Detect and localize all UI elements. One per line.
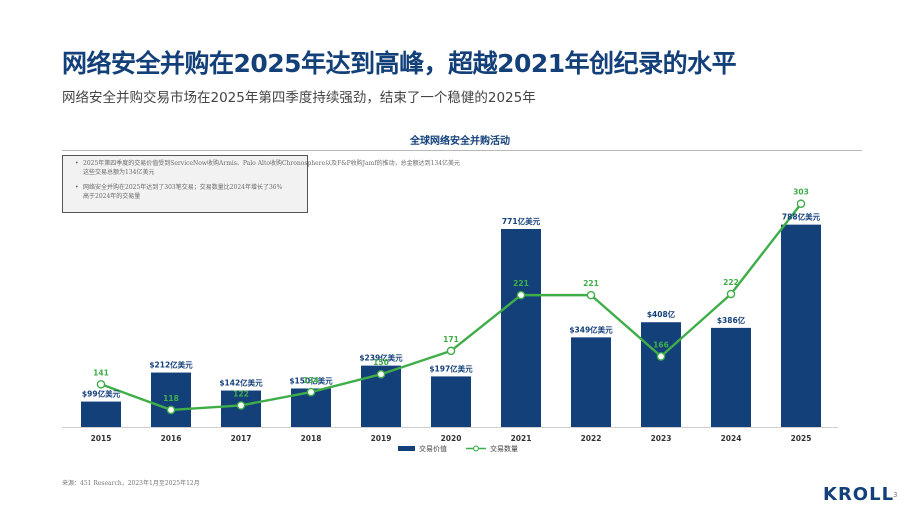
legend-bar-swatch xyxy=(398,446,415,451)
line-label-2022: 221 xyxy=(583,279,599,288)
note-text-continued: 高于2024年的交易量 xyxy=(83,192,141,200)
x-tick-2018: 2018 xyxy=(301,434,322,443)
line-point-2019 xyxy=(376,369,386,379)
bar-label-2018: $150亿美元 xyxy=(289,375,333,385)
bar-2022 xyxy=(571,337,611,427)
line-point-2018 xyxy=(306,387,316,397)
note-text: 网络安全并购在2025年达到了303笔交易；交易数量比2024年增长了36% xyxy=(83,184,283,191)
bar-label-2021: 771亿美元 xyxy=(502,216,541,226)
bar-label-2019: $239亿美元 xyxy=(359,353,403,363)
bar-label-2023: $408亿 xyxy=(647,309,676,319)
note-item: 网络安全并购在2025年达到了303笔交易；交易数量比2024年增长了36% 高… xyxy=(75,184,299,201)
legend: 交易价值 交易数量 xyxy=(398,444,518,453)
page-subtitle: 网络安全并购交易市场在2025年第四季度持续强劲，结束了一个稳健的2025年 xyxy=(62,90,536,106)
line-point-2024 xyxy=(726,289,736,299)
legend-line-label: 交易数量 xyxy=(490,444,518,453)
line-label-2015: 141 xyxy=(93,368,109,377)
legend-bar-label: 交易价值 xyxy=(419,444,447,453)
x-tick-2021: 2021 xyxy=(511,434,532,443)
bar-label-2016: $212亿美元 xyxy=(149,360,193,370)
x-tick-2015: 2015 xyxy=(91,434,112,443)
bar-label-2020: $197亿美元 xyxy=(429,363,473,373)
bar-label-2024: $386亿 xyxy=(717,315,746,325)
bar-2020 xyxy=(431,376,471,427)
bar-2024 xyxy=(711,327,751,427)
bar-label-2022: $349亿美元 xyxy=(569,324,613,334)
chart-title: 全球网络安全并购活动 xyxy=(410,136,510,147)
bar-label-2025: 788亿美元 xyxy=(782,212,821,222)
note-item: 2025年第四季度的交易价值受到ServiceNow收购Armis、Palo A… xyxy=(75,160,461,177)
line-point-2025 xyxy=(796,199,806,209)
note-text-continued: 这些交易总额为134亿美元 xyxy=(83,168,155,176)
line-label-2024: 222 xyxy=(723,278,739,287)
line-label-2019: 150 xyxy=(373,358,389,367)
note-text: 2025年第四季度的交易价值受到ServiceNow收购Armis、Palo A… xyxy=(83,160,461,167)
x-tick-2016: 2016 xyxy=(161,434,182,443)
line-label-2020: 171 xyxy=(443,335,459,344)
x-tick-2022: 2022 xyxy=(581,434,602,443)
chart-title-divider xyxy=(62,150,862,151)
page-title: 网络安全并购在2025年达到高峰，超越2021年创纪录的水平 xyxy=(62,49,737,78)
bar-2023 xyxy=(641,322,681,427)
bar-2015 xyxy=(81,401,121,427)
line-point-2023 xyxy=(656,352,666,361)
x-axis-ticks: 2015 2016 2017 2018 2019 2020 2021 2022 2023 2024… xyxy=(91,434,812,443)
line-label-2017: 122 xyxy=(233,389,249,398)
line-label-2018: 134 xyxy=(303,376,319,385)
line-label-2021: 221 xyxy=(513,279,529,288)
x-tick-2017: 2017 xyxy=(231,434,252,443)
line-series xyxy=(96,199,806,415)
bar-label-2015: $99亿美元 xyxy=(82,389,121,399)
notes-box: 2025年第四季度的交易价值受到ServiceNow收购Armis、Palo A… xyxy=(62,155,461,213)
line-label-2016: 118 xyxy=(163,394,179,403)
line-point-2022 xyxy=(586,290,596,300)
bar-2021 xyxy=(501,229,541,427)
source-note: 来源：451 Research，2023年1月至2025年12月 xyxy=(62,480,200,487)
bar-series xyxy=(81,224,821,427)
line-point-2015 xyxy=(96,379,106,389)
page-number: 3 xyxy=(893,491,898,499)
x-tick-2025: 2025 xyxy=(791,434,812,443)
x-tick-2024: 2024 xyxy=(721,434,742,443)
bar-2025 xyxy=(781,224,821,427)
x-tick-2020: 2020 xyxy=(441,434,462,443)
line-point-2021 xyxy=(516,290,526,300)
line-point-2020 xyxy=(446,346,456,356)
line-label-2023: 166 xyxy=(653,340,669,349)
bar-2016 xyxy=(151,372,191,427)
bar-label-2017: $142亿美元 xyxy=(219,378,263,388)
kroll-logo: KROLL xyxy=(823,484,895,505)
line-point-2017 xyxy=(236,401,246,410)
line-point-2016 xyxy=(166,405,176,415)
line-label-2025: 303 xyxy=(793,188,809,197)
legend-line-marker xyxy=(473,445,479,452)
data-labels: $99亿美元 $212亿美元 $142亿美元 $150亿美元 $239亿美元 $197亿美… xyxy=(82,188,821,403)
x-tick-2023: 2023 xyxy=(651,434,672,443)
x-tick-2019: 2019 xyxy=(371,434,392,443)
